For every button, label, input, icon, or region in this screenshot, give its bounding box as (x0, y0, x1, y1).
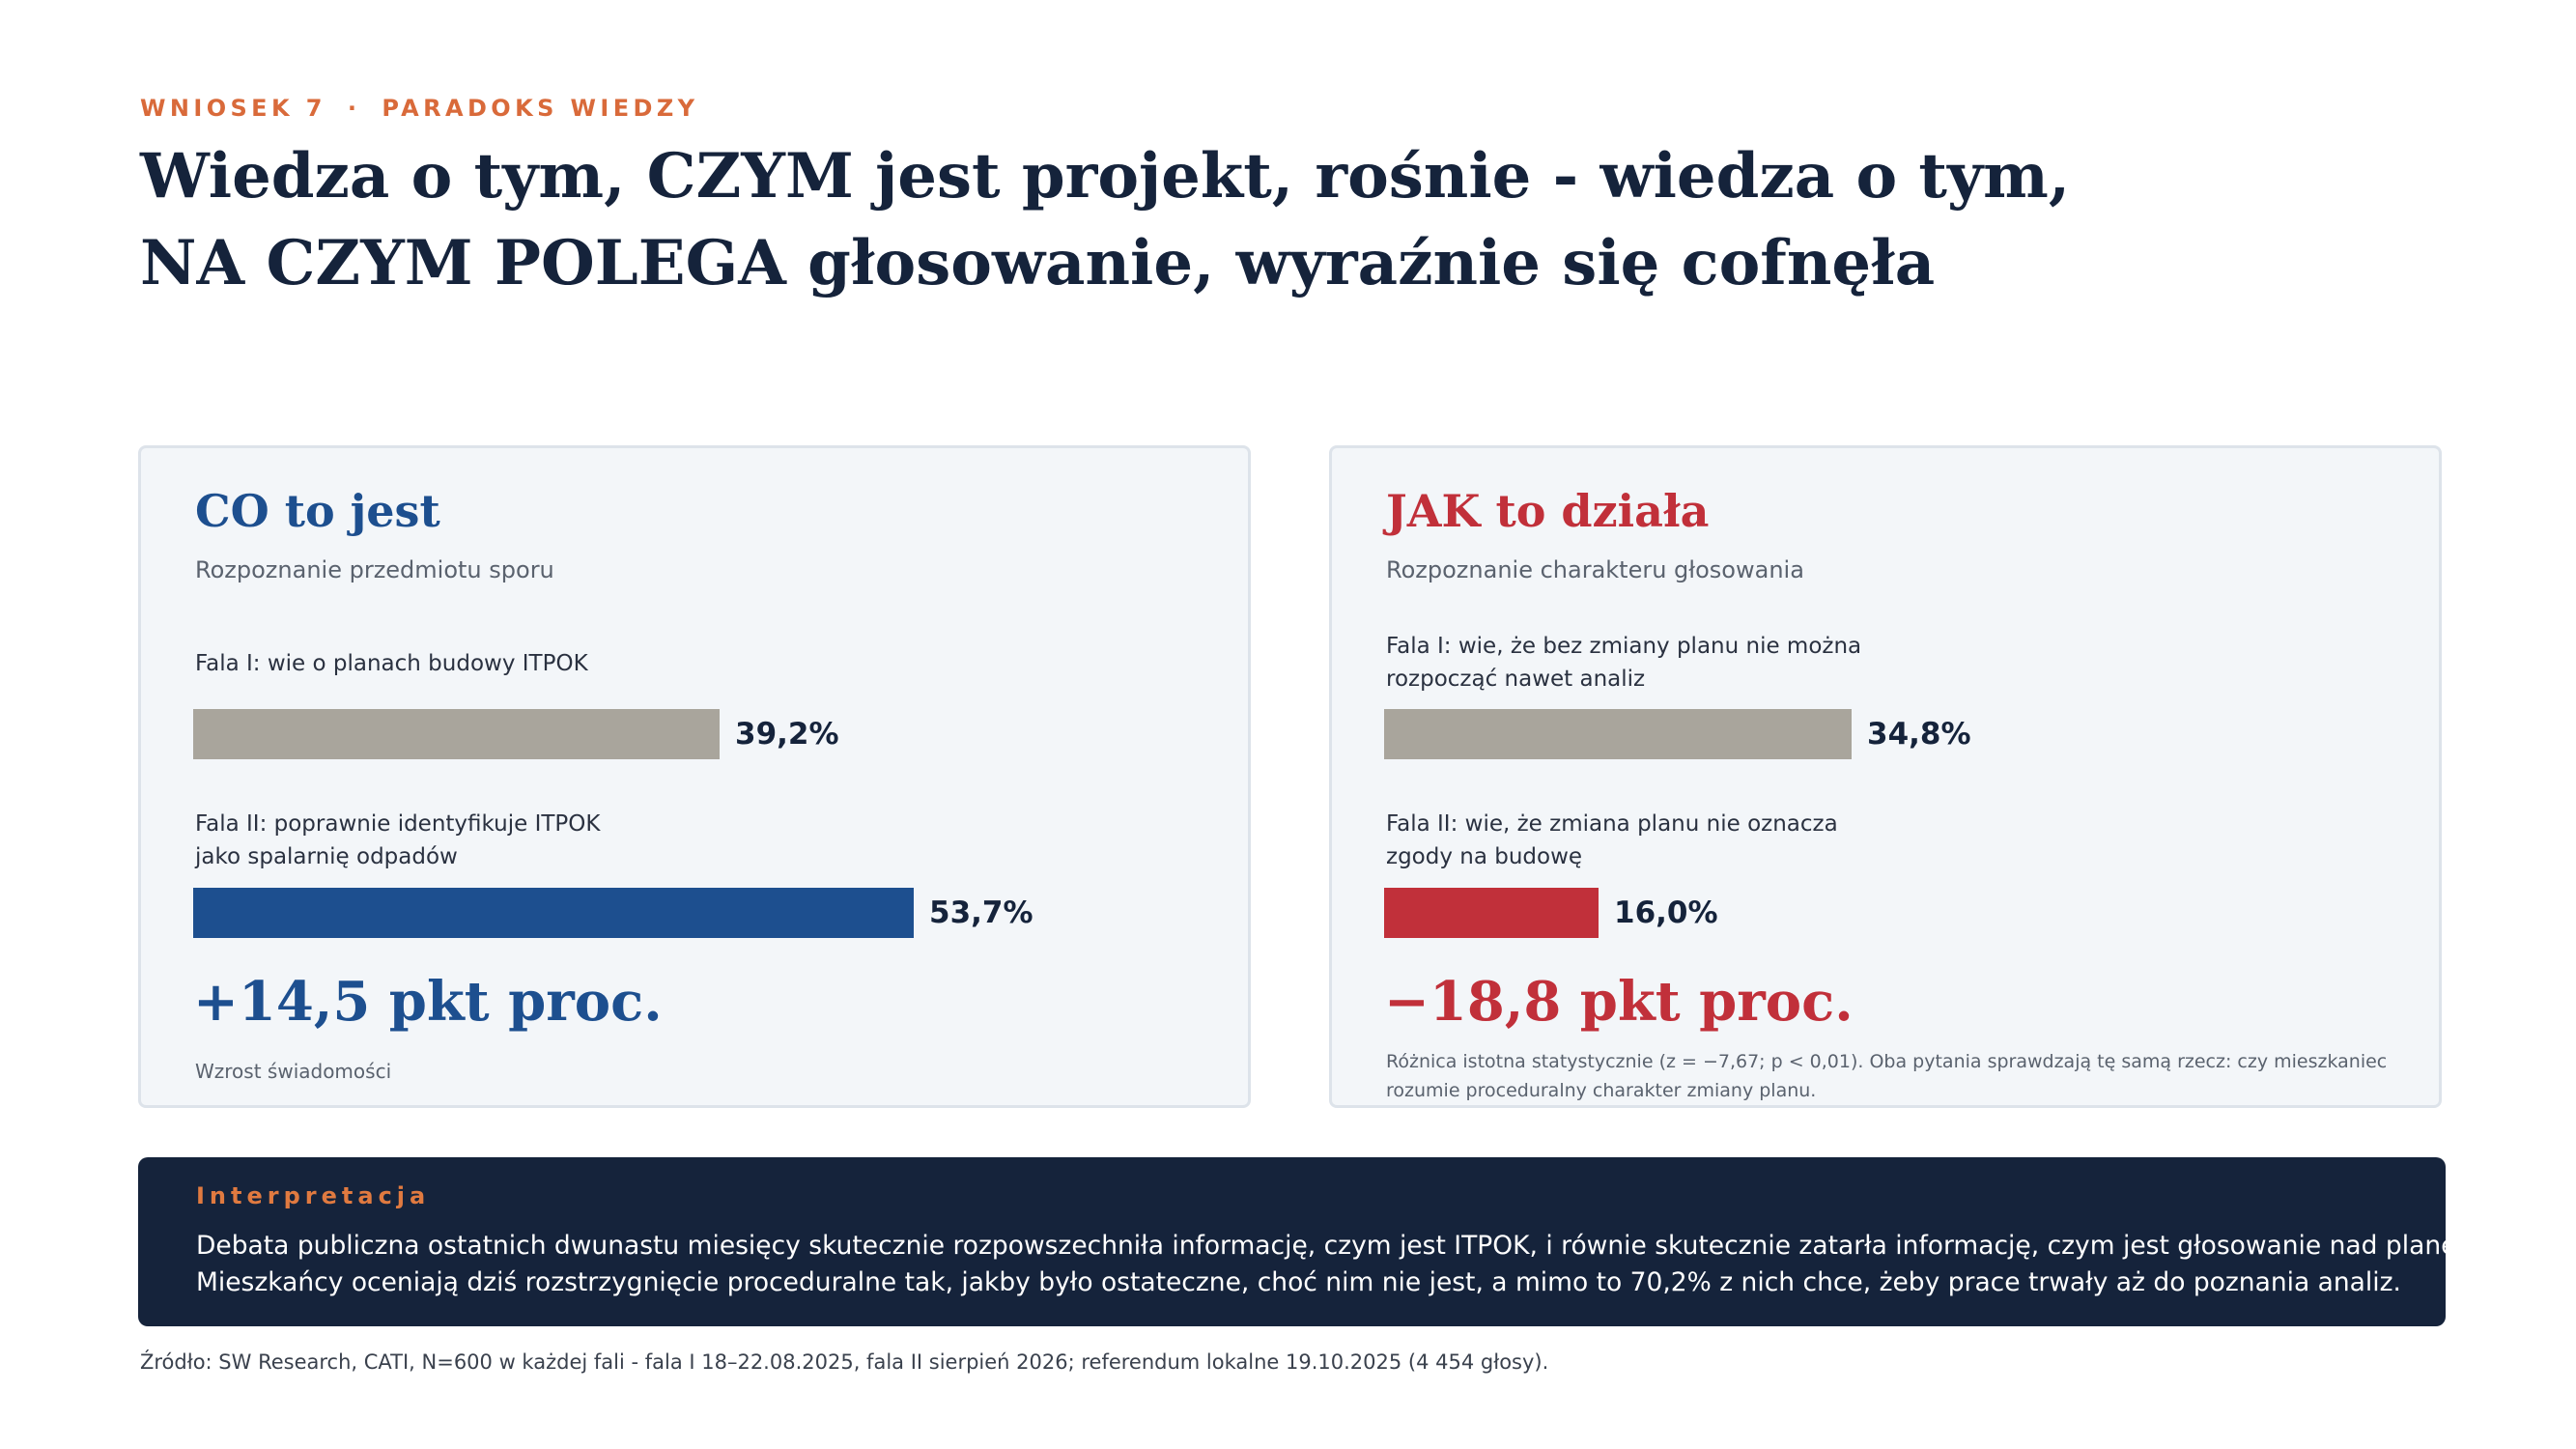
delta-note-line: Różnica istotna statystycznie (z = −7,67… (1386, 1051, 2388, 1072)
delta-note: Wzrost świadomości (195, 1060, 392, 1083)
interpretation-label: Interpretacja (196, 1182, 431, 1209)
interpretation-box: Interpretacja Debata publiczna ostatnich… (138, 1157, 2576, 1326)
bar-label-wave-2: Fala II: poprawnie identyfikuje ITPOK ja… (195, 808, 600, 873)
section-eyebrow: WNIOSEK 7 · PARADOKS WIEDZY (140, 95, 698, 122)
delta-note: Różnica istotna statystycznie (z = −7,67… (1386, 1047, 2410, 1105)
bar-label-line: jako spalarnię odpadów (195, 844, 458, 869)
bar-wave-2 (1384, 888, 1599, 938)
delta-value: +14,5 pkt proc. (193, 970, 663, 1034)
chart-title: JAK to działa (1386, 485, 1710, 537)
page-title: Wiedza o tym, CZYM jest projekt, rośnie … (140, 133, 2362, 307)
chart-subtitle: Rozpoznanie charakteru głosowania (1386, 556, 1804, 583)
bar-wave-1 (193, 709, 720, 759)
bar-label-line: Fala II: wie, że zmiana planu nie oznacz… (1386, 811, 1838, 837)
eyebrow-section: WNIOSEK 7 (140, 95, 326, 122)
bar-wave-2 (193, 888, 914, 938)
bar-wave-1 (1384, 709, 1852, 759)
bar-label-line: Fala I: wie o planach budowy ITPOK (195, 651, 588, 676)
bar-value-wave-2: 53,7% (929, 895, 1033, 930)
chart-card-co-to-jest: CO to jest Rozpoznanie przedmiotu sporu … (138, 445, 1251, 1108)
bar-label-wave-1: Fala I: wie o planach budowy ITPOK (195, 647, 588, 680)
eyebrow-topic: PARADOKS WIEDZY (382, 95, 699, 122)
interpretation-line: Mieszkańcy oceniają dziś rozstrzygnięcie… (196, 1267, 2401, 1297)
eyebrow-separator: · (347, 95, 361, 122)
bar-value-wave-1: 39,2% (735, 717, 839, 752)
bar-label-wave-1: Fala I: wie, że bez zmiany planu nie moż… (1386, 630, 1861, 696)
bar-value-wave-1: 34,8% (1867, 717, 1971, 752)
interpretation-text: Debata publiczna ostatnich dwunastu mies… (196, 1228, 2576, 1301)
delta-note-line: rozumie proceduralny charakter zmiany pl… (1386, 1080, 1817, 1101)
chart-subtitle: Rozpoznanie przedmiotu sporu (195, 556, 554, 583)
bar-label-wave-2: Fala II: wie, że zmiana planu nie oznacz… (1386, 808, 1838, 873)
page-title-line-1: Wiedza o tym, CZYM jest projekt, rośnie … (140, 140, 2071, 213)
page-title-line-2: NA CZYM POLEGA głosowanie, wyraźnie się … (140, 227, 1936, 299)
bar-label-line: Fala I: wie, że bez zmiany planu nie moż… (1386, 634, 1862, 659)
interpretation-line: Debata publiczna ostatnich dwunastu mies… (196, 1231, 2576, 1261)
bar-value-wave-2: 16,0% (1614, 895, 1718, 930)
bar-label-line: rozpocząć nawet analiz (1386, 667, 1646, 692)
chart-title: CO to jest (195, 485, 440, 537)
chart-card-jak-to-dziala: JAK to działa Rozpoznanie charakteru gło… (1329, 445, 2442, 1108)
bar-label-line: zgody na budowę (1386, 844, 1583, 869)
source-note: Źródło: SW Research, CATI, N=600 w każde… (140, 1350, 1549, 1374)
bar-label-line: Fala II: poprawnie identyfikuje ITPOK (195, 811, 601, 837)
delta-value: −18,8 pkt proc. (1384, 970, 1854, 1034)
